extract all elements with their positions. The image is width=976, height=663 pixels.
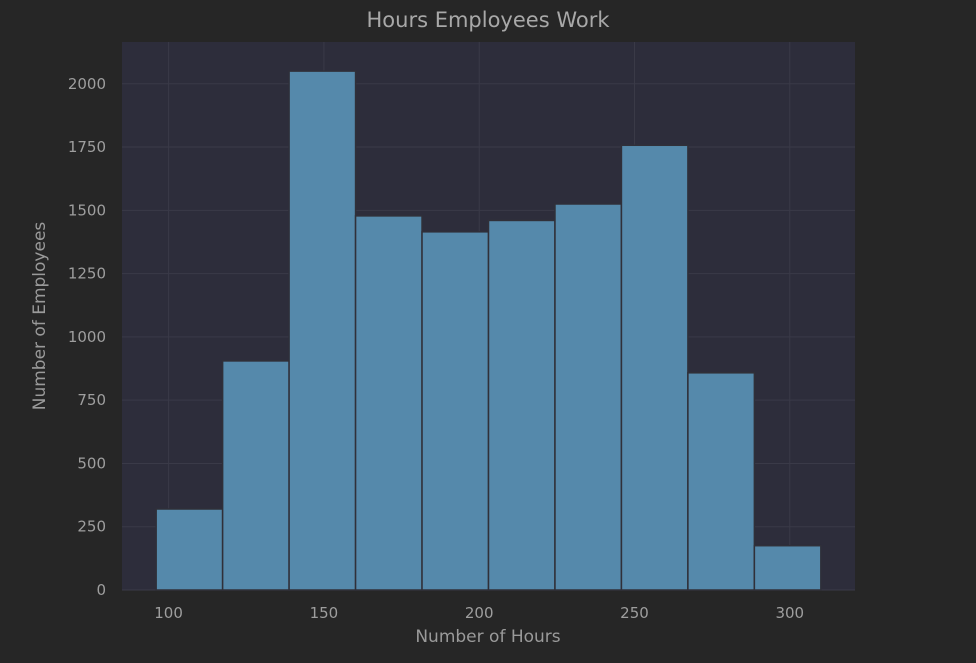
bar-2 [288,70,357,591]
bar-4 [421,231,490,591]
y-tick-label: 1750 [68,138,106,156]
y-tick-label: 0 [96,581,106,599]
y-tick-label: 1500 [68,201,106,219]
bar-5 [487,219,556,591]
x-tick-label: 300 [775,604,804,622]
bars [155,70,822,591]
x-tick-label: 100 [154,604,183,622]
y-axis-label: Number of Employees [30,222,50,411]
x-tick-label: 200 [465,604,494,622]
y-tick-label: 750 [77,391,106,409]
y-tick-label: 500 [77,454,106,472]
x-axis-label: Number of Hours [415,627,560,647]
bar-3 [354,215,423,591]
bar-0 [155,508,224,591]
x-tick-label: 250 [620,604,649,622]
y-axis-ticks: 0 250 500 750 1000 1250 1500 1750 2000 [68,75,106,599]
bar-8 [687,372,756,591]
x-axis-ticks: 100 150 200 250 300 [154,604,804,622]
x-tick-label: 150 [310,604,339,622]
bar-7 [620,144,689,591]
y-tick-label: 2000 [68,75,106,93]
bar-1 [221,360,290,591]
y-tick-label: 1250 [68,265,106,283]
y-tick-label: 250 [77,518,106,536]
bar-6 [554,203,623,591]
y-tick-label: 1000 [68,328,106,346]
bar-9 [753,544,822,591]
chart-title: Hours Employees Work [367,8,611,32]
